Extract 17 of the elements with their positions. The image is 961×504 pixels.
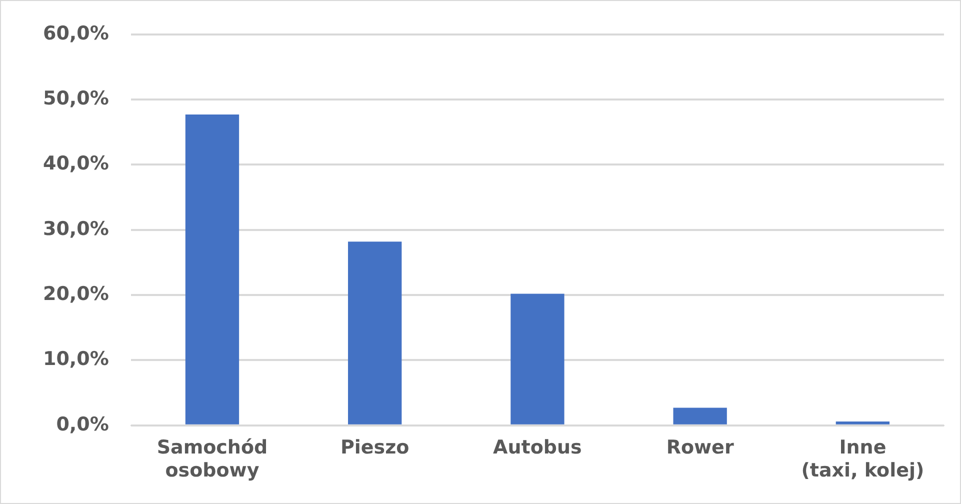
x-tick-label: Rower bbox=[666, 436, 734, 459]
x-tick-label: Inne (taxi, kolej) bbox=[801, 436, 924, 482]
x-tick-label: Pieszo bbox=[340, 436, 410, 459]
y-tick-label: 60,0% bbox=[42, 22, 109, 44]
y-tick-label: 50,0% bbox=[42, 88, 109, 110]
y-tick-label: 30,0% bbox=[42, 218, 109, 240]
y-tick-label: 40,0% bbox=[42, 152, 109, 175]
y-tick-label: 20,0% bbox=[42, 283, 109, 306]
bar bbox=[348, 242, 402, 424]
x-tick-label: Samochód osobowy bbox=[156, 436, 268, 482]
bar bbox=[673, 408, 727, 424]
y-tick-label: 0,0% bbox=[56, 413, 109, 436]
bar bbox=[510, 294, 564, 424]
bar bbox=[185, 114, 240, 424]
x-tick-label: Autobus bbox=[493, 436, 582, 459]
bar bbox=[836, 421, 890, 424]
y-tick-label: 10,0% bbox=[42, 348, 109, 370]
